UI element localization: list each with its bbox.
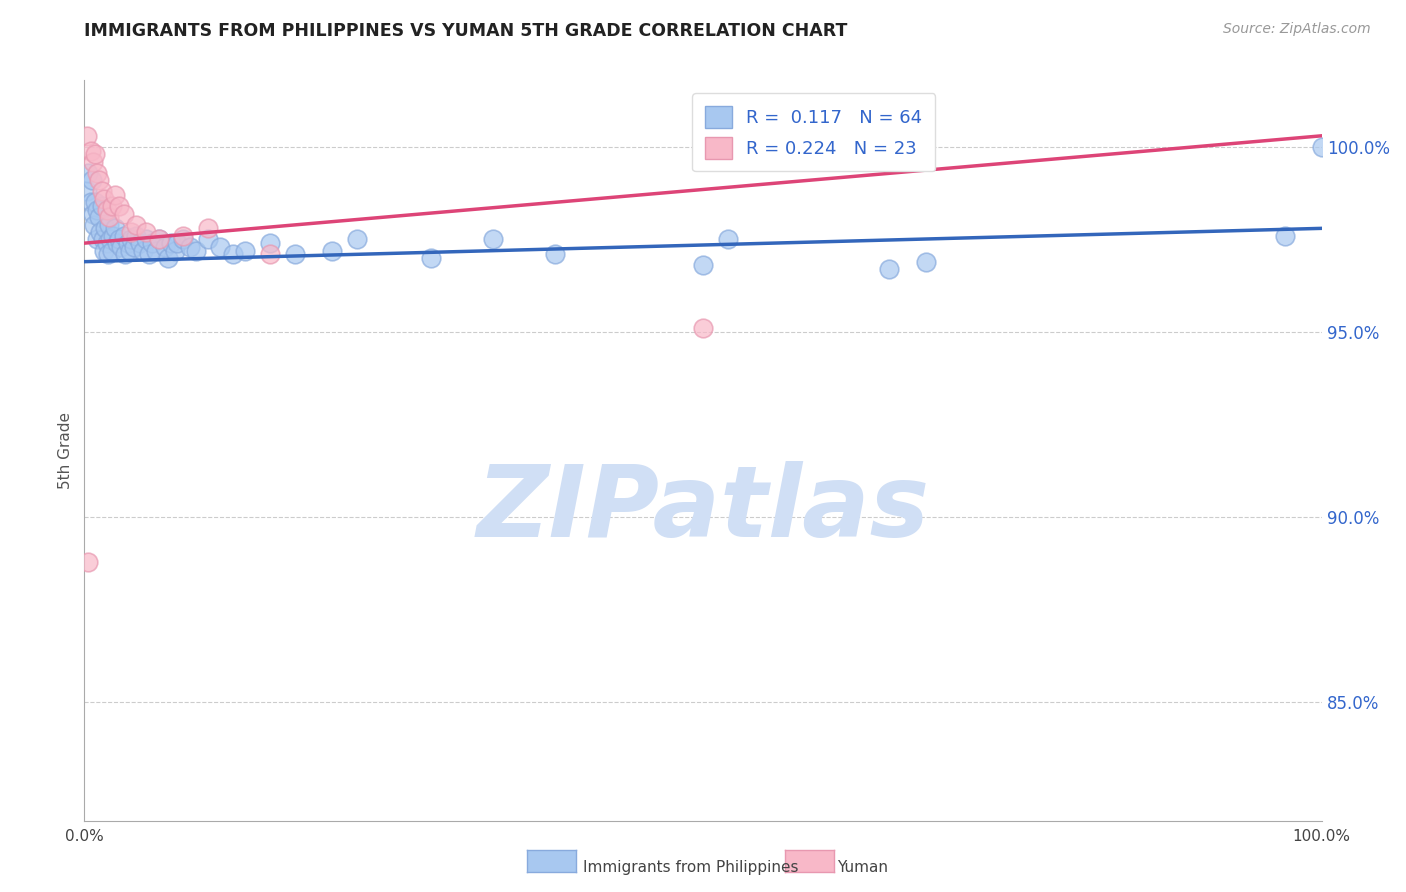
Point — [120, 232, 142, 246]
Point — [89, 211, 111, 225]
Point — [80, 173, 103, 187]
Point — [77, 166, 100, 180]
Point — [108, 199, 131, 213]
Point — [77, 554, 100, 568]
Point — [100, 244, 122, 258]
Point — [112, 206, 135, 220]
Point — [1274, 228, 1296, 243]
Point — [122, 240, 145, 254]
Point — [105, 236, 128, 251]
Point — [125, 228, 148, 243]
Point — [222, 247, 245, 261]
Point — [153, 240, 176, 254]
Point — [84, 147, 107, 161]
Point — [120, 225, 142, 239]
Point — [148, 232, 170, 246]
Point — [117, 236, 139, 251]
Point — [135, 232, 157, 246]
Text: ZIPatlas: ZIPatlas — [477, 461, 929, 558]
Point — [184, 244, 207, 258]
Point — [138, 247, 160, 261]
Y-axis label: 5th Grade: 5th Grade — [58, 412, 73, 489]
Point — [284, 247, 307, 261]
Point — [97, 247, 120, 261]
Point — [166, 236, 188, 251]
Point — [90, 199, 112, 213]
Point — [76, 185, 98, 199]
Point — [346, 232, 368, 246]
Legend: R =  0.117   N = 64, R = 0.224   N = 23: R = 0.117 N = 64, R = 0.224 N = 23 — [692, 93, 935, 171]
Point — [98, 218, 121, 232]
Point — [100, 199, 122, 213]
Point — [101, 228, 124, 243]
Point — [125, 218, 148, 232]
Point — [96, 202, 118, 217]
Point — [172, 228, 194, 243]
Point — [110, 240, 132, 254]
Point — [104, 221, 127, 235]
Point — [114, 247, 136, 261]
Text: IMMIGRANTS FROM PHILIPPINES VS YUMAN 5TH GRADE CORRELATION CHART: IMMIGRANTS FROM PHILIPPINES VS YUMAN 5TH… — [84, 22, 848, 40]
Point — [96, 236, 118, 251]
Point — [91, 232, 114, 246]
Point — [112, 228, 135, 243]
Point — [321, 244, 343, 258]
Point — [93, 192, 115, 206]
Point — [157, 251, 180, 265]
Point — [160, 236, 183, 251]
Point — [86, 202, 108, 217]
Point — [197, 221, 219, 235]
Point — [145, 244, 167, 258]
Point — [89, 173, 111, 187]
Point — [86, 232, 108, 246]
Point — [84, 195, 107, 210]
Point — [104, 188, 127, 202]
Point — [86, 166, 108, 180]
Point — [120, 244, 142, 258]
Text: Immigrants from Philippines: Immigrants from Philippines — [583, 861, 799, 875]
Point — [131, 244, 153, 258]
Point — [82, 206, 104, 220]
Point — [83, 218, 105, 232]
Text: Source: ZipAtlas.com: Source: ZipAtlas.com — [1223, 22, 1371, 37]
Point — [163, 244, 186, 258]
Point — [419, 251, 441, 265]
Point — [209, 240, 232, 254]
Point — [877, 262, 900, 277]
Point — [108, 232, 131, 246]
Point — [259, 247, 281, 261]
Point — [76, 128, 98, 143]
Point — [172, 232, 194, 246]
Point — [179, 240, 201, 254]
Point — [914, 254, 936, 268]
Text: Yuman: Yuman — [837, 861, 887, 875]
Point — [82, 154, 104, 169]
Point — [89, 225, 111, 239]
Point — [717, 232, 740, 246]
Point — [148, 232, 170, 246]
Point — [93, 244, 115, 258]
Point — [79, 195, 101, 210]
Point — [98, 211, 121, 225]
Point — [197, 232, 219, 246]
Point — [129, 236, 152, 251]
Point — [90, 185, 112, 199]
Point — [94, 221, 117, 235]
Point — [141, 236, 163, 251]
Point — [543, 247, 565, 261]
Point — [481, 232, 503, 246]
Point — [233, 244, 256, 258]
Point — [692, 259, 714, 273]
Point — [79, 144, 101, 158]
Point — [98, 232, 121, 246]
Point — [1310, 140, 1333, 154]
Point — [135, 225, 157, 239]
Point — [692, 321, 714, 335]
Point — [259, 236, 281, 251]
